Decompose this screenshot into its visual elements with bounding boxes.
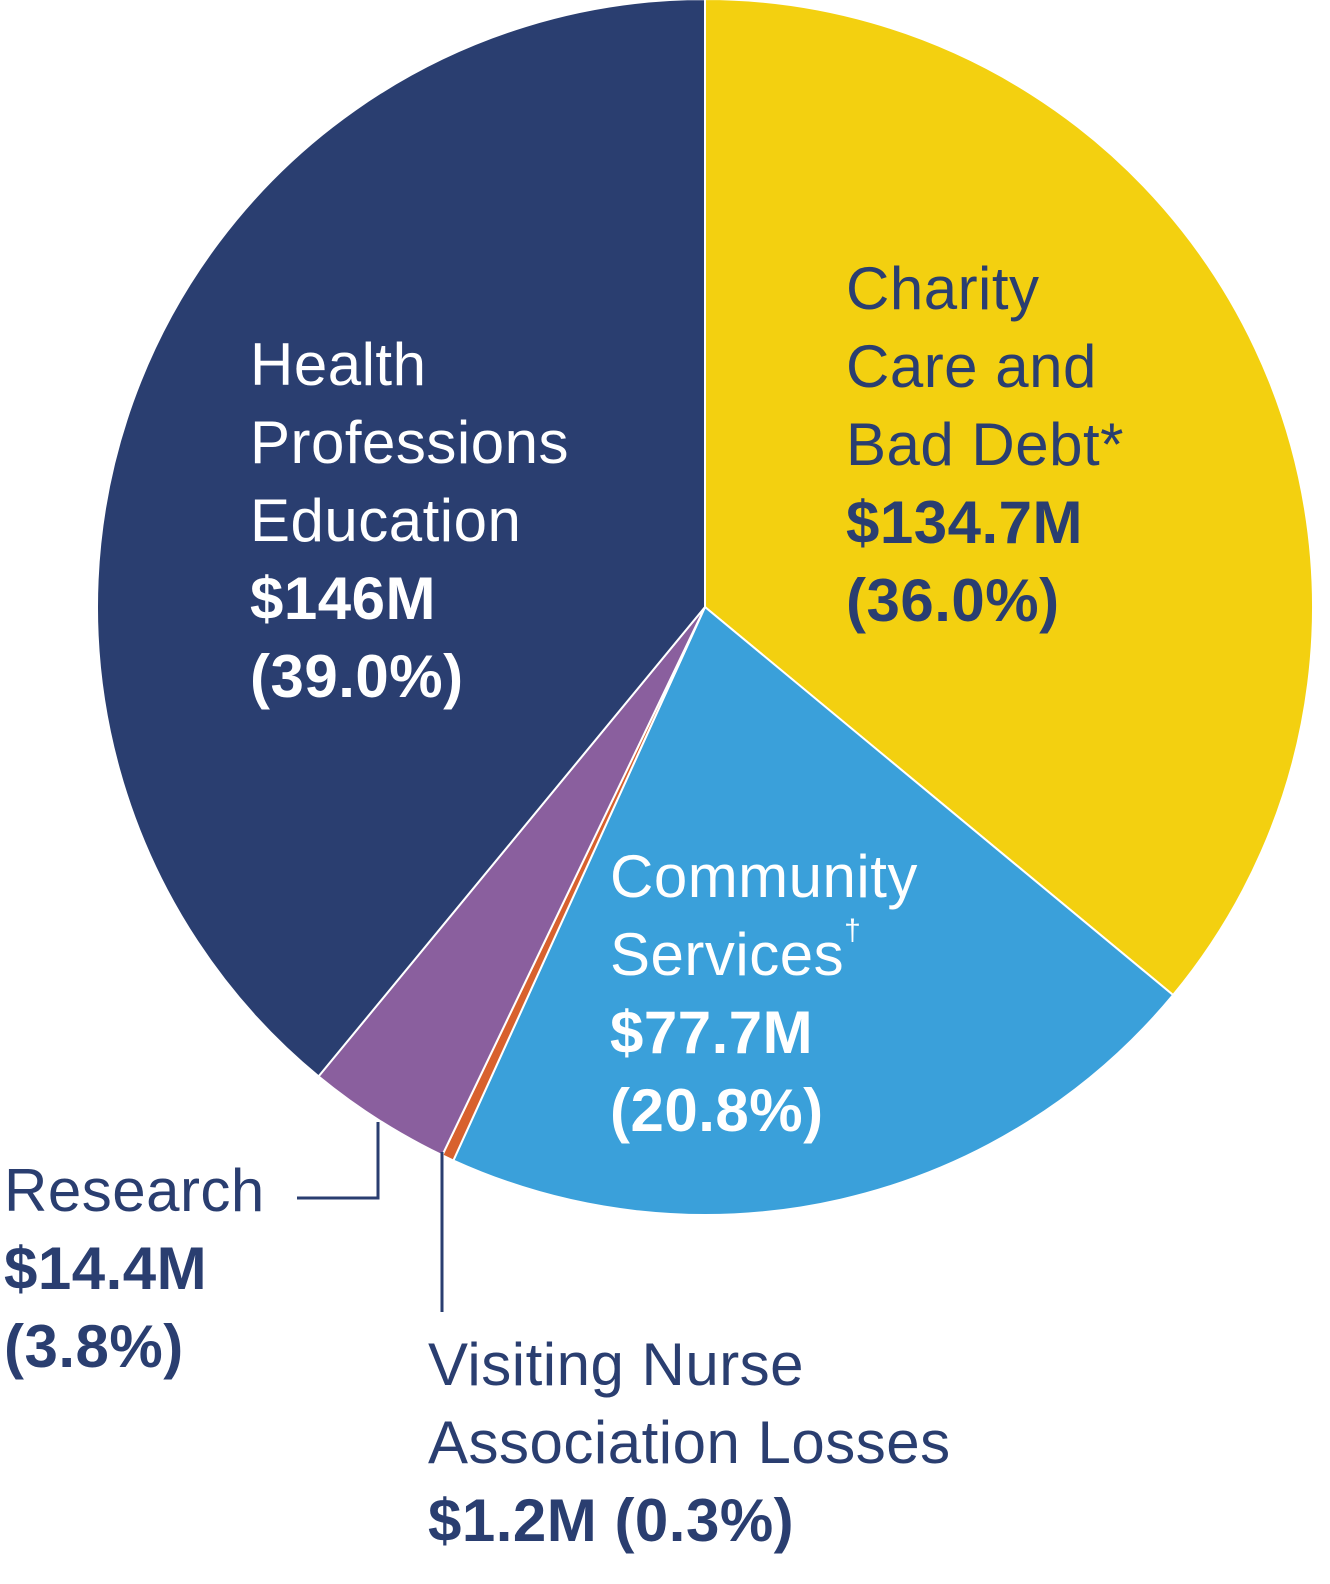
charity-value: $134.7M	[846, 489, 1083, 556]
pie-slice-health-professions-education	[96, 0, 706, 1078]
research-value: $14.4M	[4, 1235, 208, 1302]
vna-value: $1.2M	[428, 1487, 598, 1554]
charity-percent: (36.0%)	[846, 567, 1060, 634]
label-research: Research $14.4M (3.8%)	[4, 1152, 265, 1386]
health-percent: (39.0%)	[250, 643, 464, 710]
charity-label-line1: Charity	[846, 255, 1040, 322]
pie-slice-charity-care-and-bad-debt	[704, 0, 1314, 997]
community-percent: (20.8%)	[610, 1077, 824, 1144]
vna-percent: (0.3%)	[614, 1487, 795, 1554]
label-health-professions-education: Health Professions Education $146M (39.0…	[250, 326, 569, 716]
charity-label-line2: Care and	[846, 333, 1097, 400]
dagger-mark: †	[844, 914, 862, 947]
vna-value-row: $1.2M (0.3%)	[428, 1482, 951, 1560]
pie-slices	[96, 0, 1314, 1216]
vna-label-line1: Visiting Nurse	[428, 1331, 805, 1398]
health-value: $146M	[250, 565, 436, 632]
label-charity-care: Charity Care and Bad Debt* $134.7M (36.0…	[846, 250, 1124, 640]
charity-label-line3: Bad Debt*	[846, 411, 1125, 478]
label-community-services: Community Services† $77.7M (20.8%)	[610, 838, 918, 1150]
health-label-line1: Health	[250, 331, 427, 398]
community-label-line2-wrap: Services†	[610, 916, 918, 994]
research-percent: (3.8%)	[4, 1313, 184, 1380]
research-leader-line	[297, 1122, 380, 1200]
community-value: $77.7M	[610, 999, 814, 1066]
vna-label-line2: Association Losses	[428, 1409, 951, 1476]
community-label-line1: Community	[610, 843, 918, 910]
health-label-line3: Education	[250, 487, 522, 554]
label-visiting-nurse-association: Visiting Nurse Association Losses $1.2M …	[428, 1326, 951, 1560]
pie-slice-community-services	[452, 605, 1175, 1216]
health-label-line2: Professions	[250, 409, 569, 476]
community-label-line2: Services	[610, 921, 845, 988]
leader-lines	[297, 1122, 444, 1312]
research-label-line1: Research	[4, 1157, 265, 1224]
